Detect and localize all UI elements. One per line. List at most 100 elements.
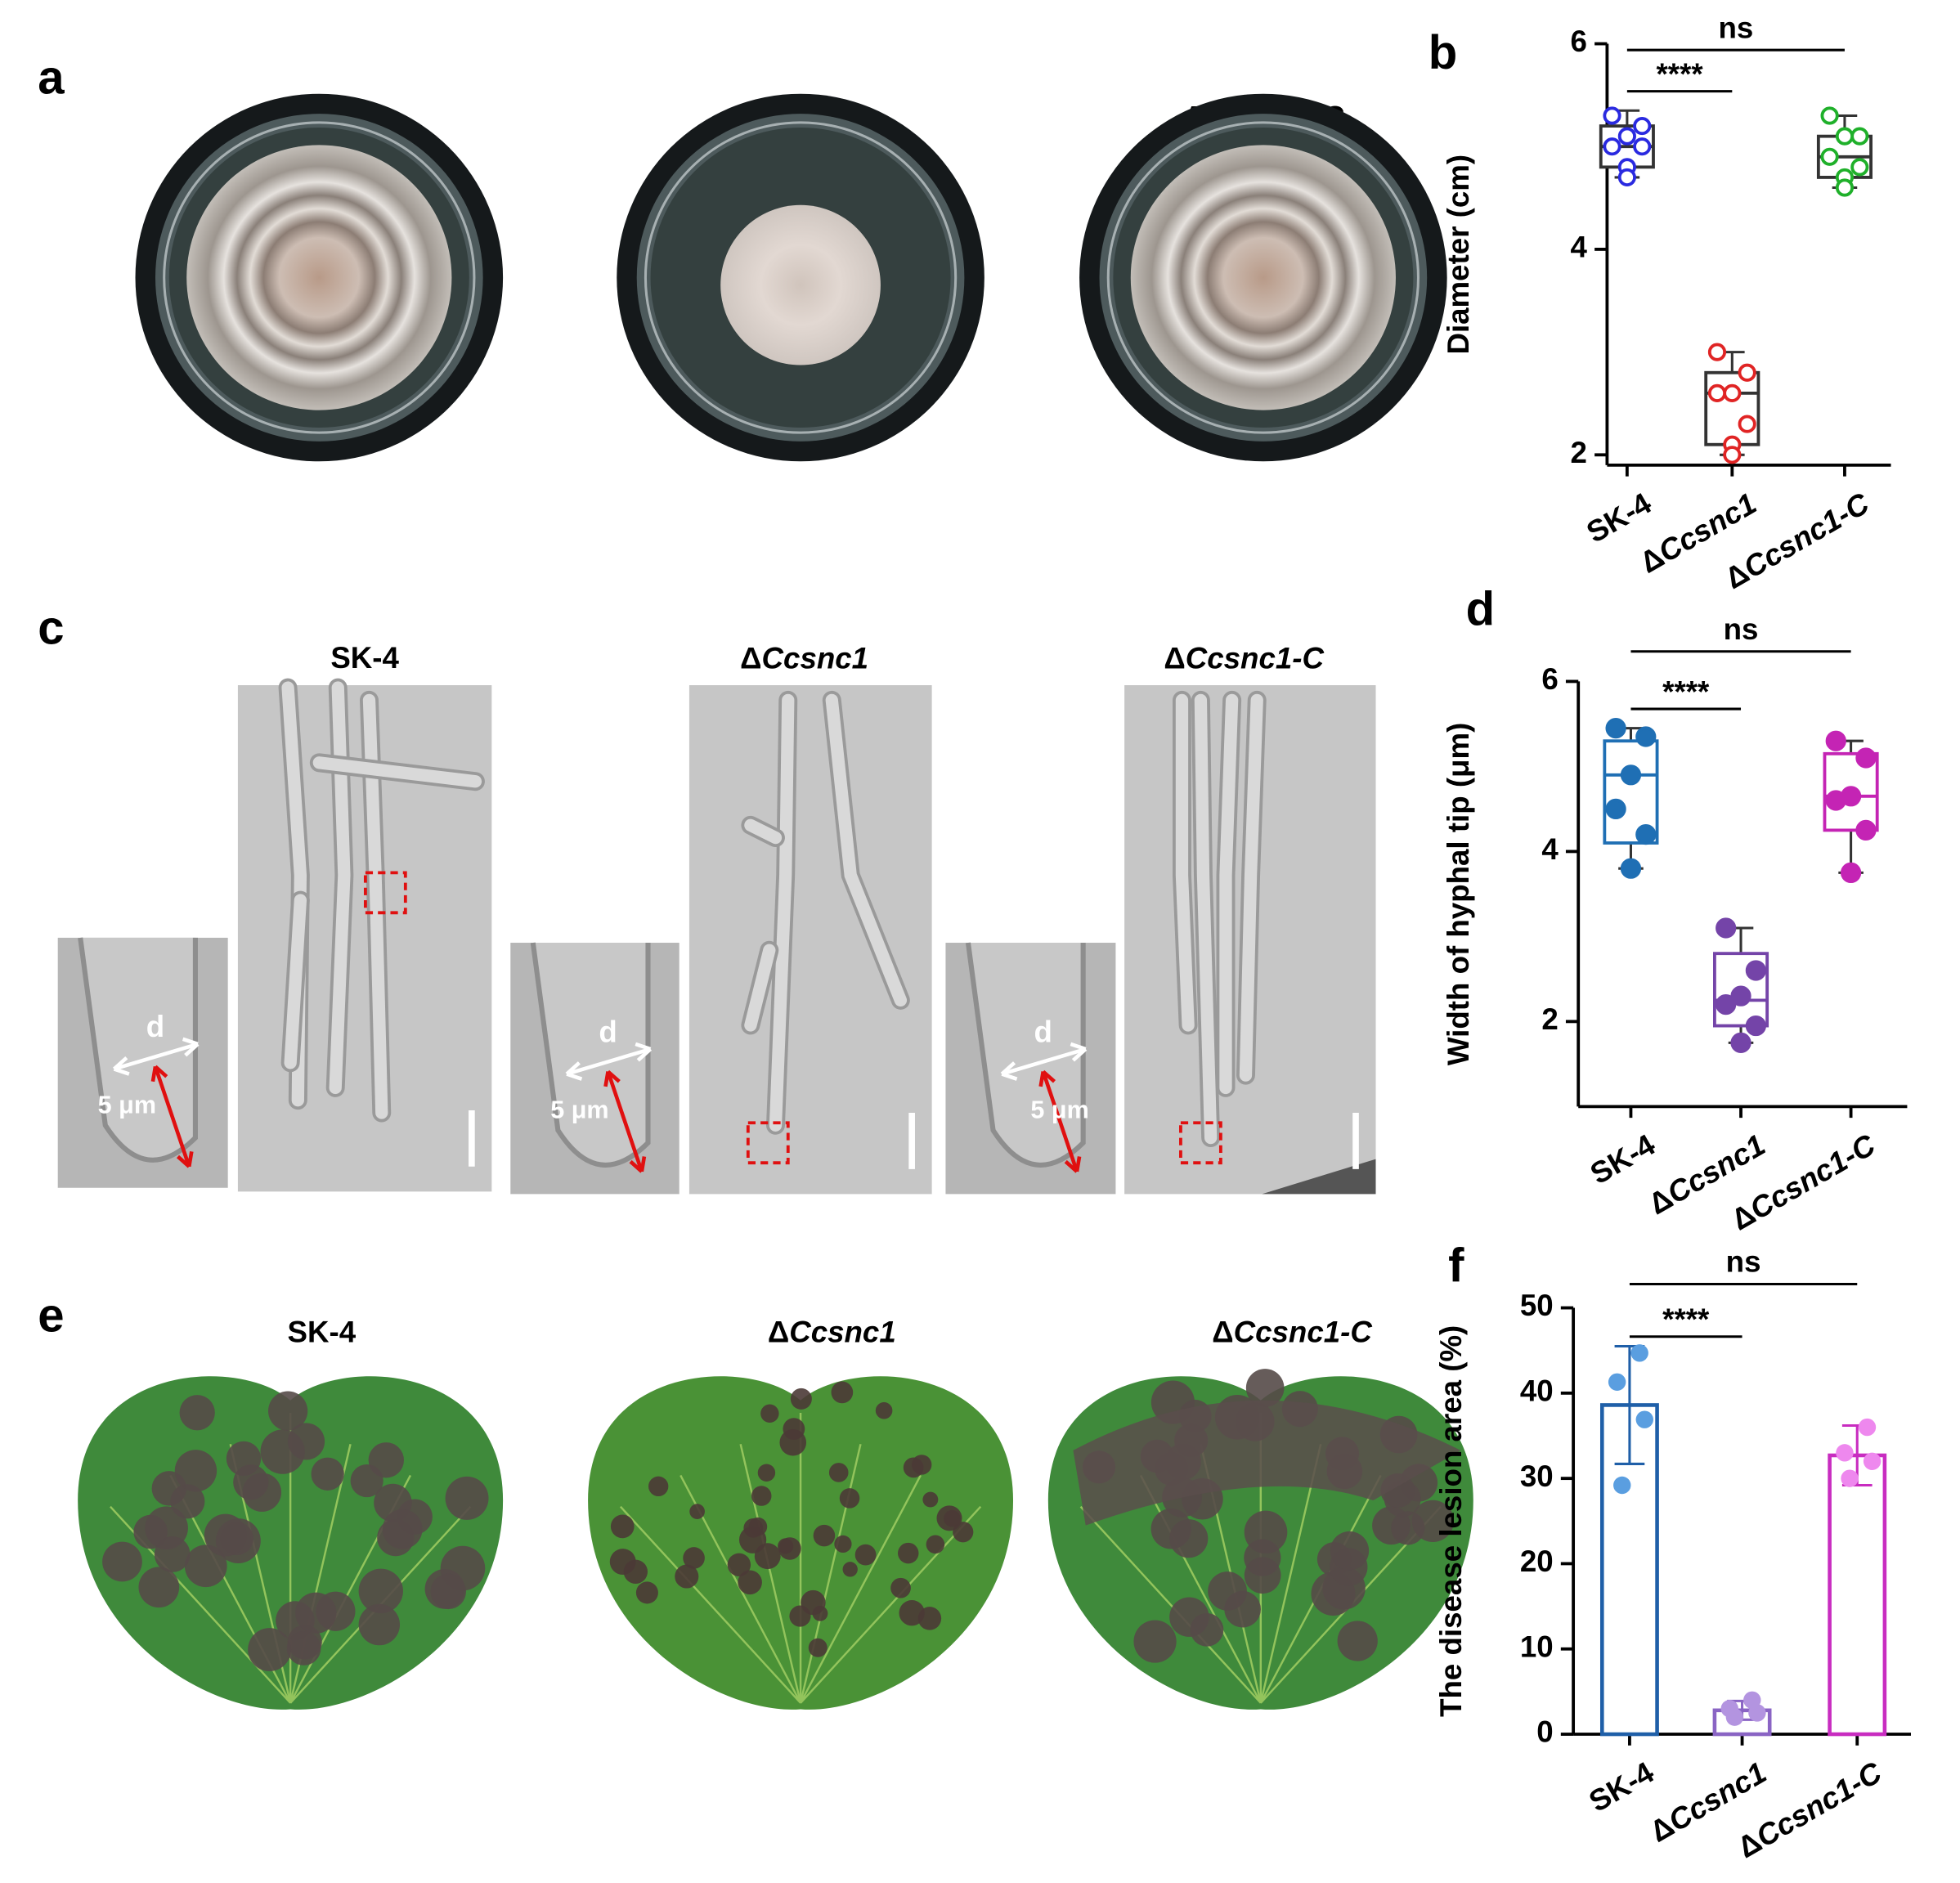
width-arrow	[113, 1042, 199, 1071]
micrograph	[688, 685, 932, 1195]
data-point	[1620, 858, 1642, 879]
data-point	[1605, 798, 1626, 820]
hypha	[744, 944, 776, 1032]
hypha	[1175, 693, 1195, 1032]
lesion	[790, 1388, 812, 1410]
data-point	[1820, 106, 1839, 125]
panel-letter: a	[38, 52, 65, 105]
y-tick-label: 6	[1541, 662, 1558, 696]
lesion	[1208, 1571, 1247, 1611]
lesion	[854, 1544, 877, 1566]
lesion	[102, 1541, 142, 1582]
arrow-head	[112, 1037, 200, 1076]
data-point	[1716, 917, 1737, 939]
data-point	[1730, 985, 1751, 1007]
lesion	[445, 1476, 489, 1520]
x-tick-label: SK-4	[1585, 1128, 1661, 1191]
y-tick-label: 40	[1520, 1374, 1554, 1408]
lesion	[260, 1429, 305, 1474]
data-point	[1850, 127, 1869, 146]
data-point	[1820, 147, 1839, 166]
data-point	[1855, 747, 1877, 769]
data-point	[1738, 363, 1756, 382]
hypha	[329, 681, 351, 1095]
micrograph-label: ΔCcsnc1-C	[1164, 641, 1324, 675]
panel-letter: c	[38, 602, 64, 655]
y-axis-label: Diameter (cm)	[1442, 155, 1475, 355]
lesion	[813, 1524, 836, 1547]
lesion	[1244, 1510, 1288, 1554]
data-point	[1723, 446, 1742, 464]
lesion	[689, 1504, 705, 1519]
y-tick-label: 50	[1520, 1289, 1554, 1322]
arrow-head	[1038, 1069, 1082, 1173]
lesion	[675, 1564, 699, 1589]
inset-width-label: d	[599, 1015, 617, 1048]
lesion	[430, 1573, 467, 1610]
lesion	[358, 1568, 403, 1614]
zoom-box	[363, 871, 407, 915]
data-point	[1723, 383, 1742, 402]
data-point	[1850, 158, 1869, 177]
x-tick-label: SK-4	[1583, 1755, 1659, 1818]
lesion	[233, 1464, 269, 1500]
inset-width-label: d	[1034, 1015, 1052, 1048]
hypha	[284, 894, 307, 1069]
data-point	[1603, 106, 1621, 125]
hypha	[312, 756, 482, 788]
data-point	[1730, 1032, 1751, 1053]
inset-scale-label: 5 μm	[98, 1091, 156, 1119]
inset-scale-label: 5 μm	[1030, 1096, 1088, 1124]
inset-width-label: d	[146, 1010, 164, 1043]
data-point	[1825, 730, 1846, 751]
lesion	[738, 1526, 767, 1553]
lesion	[311, 1457, 344, 1491]
data-point	[1635, 823, 1657, 845]
data-point	[1605, 717, 1626, 739]
lesion	[170, 1484, 205, 1519]
sig-label: ****	[1657, 57, 1704, 91]
sig-label: ****	[1662, 675, 1710, 708]
y-tick-label: 0	[1536, 1715, 1553, 1749]
zoom-box	[746, 1121, 790, 1165]
panel-letter: d	[1466, 583, 1496, 636]
lesion	[789, 1605, 811, 1627]
lesion	[623, 1559, 648, 1584]
data-point	[1620, 764, 1642, 786]
leaf-label: SK-4	[288, 1315, 357, 1348]
sig-label: ns	[1724, 612, 1759, 646]
lesion	[890, 1577, 911, 1598]
micrograph-label: SK-4	[330, 641, 399, 675]
lesion	[683, 1547, 705, 1569]
data-point	[1855, 819, 1877, 841]
lesion	[842, 1562, 858, 1577]
lesion-zone	[1073, 1400, 1461, 1526]
lesion	[1244, 1557, 1281, 1594]
lesion	[760, 1404, 779, 1423]
lesion	[727, 1553, 751, 1577]
y-tick-label: 20	[1520, 1545, 1554, 1578]
data-point	[1841, 1469, 1859, 1487]
leaf-vein	[739, 1443, 802, 1704]
plate-edge	[644, 121, 958, 434]
panel-letter: f	[1448, 1239, 1464, 1292]
lesion	[808, 1638, 828, 1657]
y-tick-label: 30	[1520, 1459, 1554, 1493]
lesion	[1330, 1531, 1370, 1571]
y-tick-label: 2	[1571, 436, 1587, 469]
lesion	[610, 1514, 635, 1539]
lesion	[834, 1535, 852, 1553]
micrograph-label: ΔCcsnc1	[740, 641, 868, 675]
leaf-vein	[619, 1505, 801, 1704]
lesion	[839, 1488, 860, 1509]
panel-letter: b	[1429, 26, 1458, 79]
lesion	[783, 1418, 805, 1441]
lesion	[635, 1581, 658, 1604]
leaf-vein	[799, 1443, 862, 1704]
y-tick-label: 2	[1541, 1002, 1558, 1036]
sig-label: ns	[1718, 11, 1753, 44]
lesion	[138, 1567, 180, 1608]
lesion	[922, 1491, 939, 1508]
